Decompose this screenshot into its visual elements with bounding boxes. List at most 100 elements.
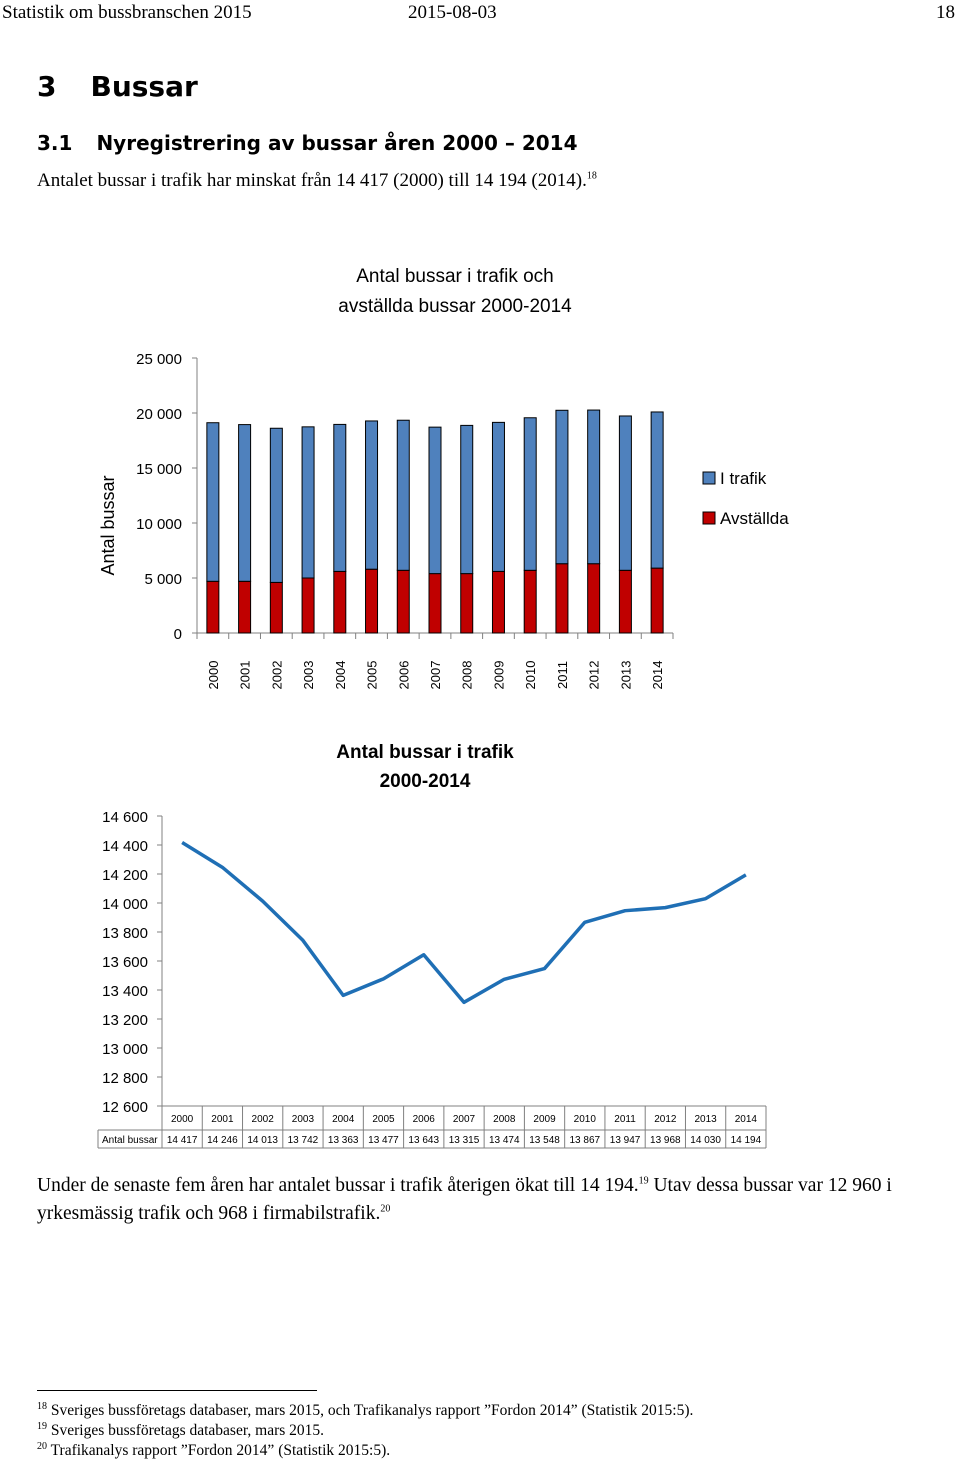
table-value: 14 417 — [167, 1135, 198, 1146]
bar-i-trafik — [523, 417, 537, 571]
legend-swatch — [702, 511, 716, 525]
footnote-ref-20: 20 — [380, 1203, 391, 1215]
subsection-number: 3.1 — [37, 131, 73, 155]
bar-i-trafik — [269, 427, 283, 583]
paragraph-text-2: Utav dessa bussar var 12 960 i yrkesmäss… — [37, 1175, 892, 1224]
paragraph-text-1: Under de senaste fem åren har antalet bu… — [37, 1175, 639, 1196]
x-tick-label: 2001 — [211, 1114, 234, 1125]
subsection-heading: 3.1 Nyregistrering av bussar åren 2000 – … — [37, 131, 578, 155]
legend-label: I trafik — [720, 469, 767, 488]
x-tick-label: 2008 — [460, 661, 475, 690]
table-series-label: Antal bussar — [102, 1135, 158, 1146]
footnote-text: Sveriges bussföretags databaser, mars 20… — [50, 1402, 694, 1419]
bar-i-trafik — [206, 422, 220, 582]
table-value: 14 013 — [247, 1135, 278, 1146]
y-tick-label: 14 000 — [102, 896, 148, 913]
x-tick-label: 2011 — [614, 1114, 636, 1125]
table-value: 13 548 — [529, 1135, 560, 1146]
x-tick-label: 2004 — [333, 661, 348, 690]
bar-avstallda — [206, 580, 220, 634]
footnote-number: 20 — [37, 1440, 47, 1452]
x-tick-label: 2000 — [171, 1114, 194, 1125]
y-tick-label: 20 000 — [136, 406, 182, 423]
x-tick-label: 2005 — [372, 1114, 395, 1125]
line-chart: Antal bussar i trafik 2000-2014 12 600 12 8… — [97, 742, 767, 1149]
y-tick-label: 5 000 — [144, 571, 182, 588]
table-value: 13 643 — [408, 1135, 439, 1146]
stacked-bar-chart: Antal bussar i trafik och avställda bussa… — [98, 266, 789, 690]
footnote-ref-18: 18 — [586, 170, 597, 182]
x-tick-label: 2002 — [269, 661, 284, 690]
x-tick-label: 2009 — [491, 661, 506, 690]
bar-avstallda — [333, 570, 347, 634]
bar-i-trafik — [365, 420, 379, 570]
series-line — [181, 841, 747, 1005]
x-tick-label: 2006 — [396, 661, 411, 690]
y-tick-label: 10 000 — [136, 516, 182, 533]
x-tick-label: 2010 — [523, 661, 538, 690]
legend-swatch — [702, 471, 716, 485]
legend-label: Avställda — [720, 509, 789, 528]
bar-i-trafik — [428, 426, 442, 575]
footnote-19: 19 Sveriges bussföretags databaser, mars… — [37, 1421, 325, 1440]
x-tick-label: 2002 — [252, 1114, 275, 1125]
table-value: 14 030 — [690, 1135, 721, 1146]
x-tick-label: 2000 — [206, 661, 221, 690]
y-tick-label: 13 000 — [102, 1041, 148, 1058]
table-value: 13 474 — [489, 1135, 520, 1146]
section-number: 3 — [37, 70, 57, 103]
intro-sentence: Antalet bussar i trafik har minskat från… — [37, 170, 587, 191]
y-tick-label: 13 400 — [102, 983, 148, 1000]
doc-date: 2015-08-03 — [408, 2, 497, 23]
bar-i-trafik — [333, 423, 347, 572]
bar-i-trafik — [618, 415, 632, 571]
x-tick-label: 2003 — [292, 1114, 315, 1125]
bar-avstallda — [238, 580, 252, 634]
bar-i-trafik — [460, 424, 474, 575]
table-value: 13 315 — [449, 1135, 480, 1146]
section-title: Bussar — [90, 70, 198, 103]
x-tick-label: 2008 — [493, 1114, 516, 1125]
x-tick-label: 2012 — [587, 661, 602, 690]
bar-avstallda — [365, 568, 379, 634]
bar-i-trafik — [491, 421, 505, 572]
x-tick-label: 2004 — [332, 1114, 355, 1125]
x-tick-label: 2009 — [533, 1114, 556, 1125]
y-tick-label: 15 000 — [136, 461, 182, 478]
intro-text: Antalet bussar i trafik har minskat från… — [37, 170, 597, 192]
bar-avstallda — [491, 570, 505, 634]
footnote-number: 18 — [37, 1400, 47, 1412]
x-tick-label: 2006 — [413, 1114, 436, 1125]
table-value: 13 947 — [610, 1135, 641, 1146]
table-value: 13 363 — [328, 1135, 359, 1146]
y-tick-label: 14 200 — [102, 867, 148, 884]
x-tick-label: 2013 — [618, 661, 633, 690]
footnote-ref-19: 19 — [638, 1175, 649, 1187]
bar-avstallda — [618, 569, 632, 634]
bar-i-trafik — [301, 426, 315, 579]
x-tick-label: 2007 — [453, 1114, 476, 1125]
y-tick-label: 12 800 — [102, 1070, 148, 1087]
bar-avstallda — [650, 567, 664, 634]
bar-i-trafik — [396, 419, 410, 571]
footnote-text: Trafikanalys rapport ”Fordon 2014” (Stat… — [50, 1442, 391, 1459]
bar-avstallda — [428, 573, 442, 634]
y-tick-label: 12 600 — [102, 1099, 148, 1116]
x-tick-label: 2007 — [428, 661, 443, 690]
y-tick-label: 25 000 — [136, 351, 182, 368]
y-tick-label: 14 600 — [102, 809, 148, 826]
y-tick-label: 0 — [174, 626, 182, 643]
bar-avstallda — [269, 581, 283, 634]
chart-title: Antal bussar i trafik — [336, 742, 514, 763]
bar-i-trafik — [555, 409, 569, 565]
bar-avstallda — [587, 563, 601, 634]
chart-title: avställda bussar 2000-2014 — [338, 296, 572, 317]
x-tick-label: 2013 — [694, 1114, 717, 1125]
bar-avstallda — [396, 569, 410, 634]
x-tick-label: 2003 — [301, 661, 316, 690]
x-tick-label: 2011 — [555, 661, 570, 689]
y-tick-label: 14 400 — [102, 838, 148, 855]
x-tick-label: 2012 — [654, 1114, 677, 1125]
footnote-text: Sveriges bussföretags databaser, mars 20… — [50, 1422, 325, 1439]
page-number: 18 — [936, 2, 955, 23]
